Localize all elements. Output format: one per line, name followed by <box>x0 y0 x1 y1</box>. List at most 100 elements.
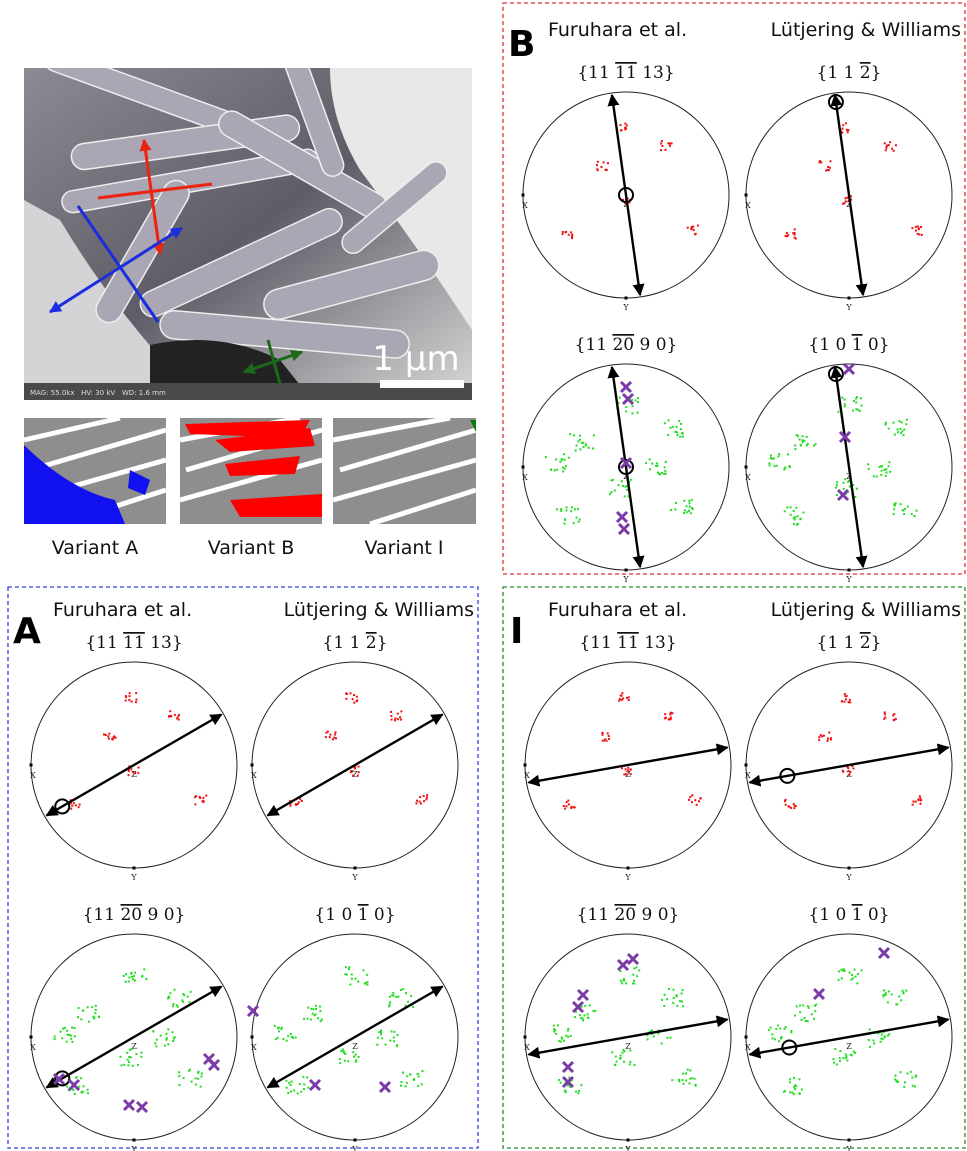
pole-ring <box>618 187 634 203</box>
pole-dot <box>847 767 850 770</box>
pole-dot <box>884 421 887 424</box>
pole-dot <box>835 486 838 489</box>
pole-dot <box>800 1088 803 1091</box>
pole-dot <box>152 1030 155 1033</box>
pole-dot <box>402 1071 405 1074</box>
axis-label: X <box>524 771 530 780</box>
pole-dot <box>667 433 670 436</box>
plane-part: 9 0} <box>142 905 185 925</box>
pole-dot <box>561 230 564 233</box>
pole-dot <box>800 444 803 447</box>
pole-dot <box>846 131 849 134</box>
pole-dot <box>844 478 847 481</box>
pole-dot <box>407 1000 410 1003</box>
panel: I Furuhara et al. Lütjering & Williams {11 … <box>502 586 966 1151</box>
pole-dot <box>560 1036 563 1039</box>
pole-dot <box>681 1005 684 1008</box>
panel-letter: I <box>510 611 523 652</box>
pole-dot <box>661 998 664 1001</box>
pole-dot <box>70 1037 73 1040</box>
pole-dot <box>853 968 856 971</box>
pole-dot <box>778 453 781 456</box>
plane-label: {11 20 9 0} <box>575 335 678 355</box>
axis-tick <box>847 296 851 300</box>
pole-dot <box>885 471 888 474</box>
pole-dot <box>400 1081 403 1084</box>
pole-dot <box>355 695 358 698</box>
pole-dot <box>404 1085 407 1088</box>
pole-dot <box>566 1029 569 1032</box>
pole-dot <box>894 502 897 505</box>
pole-dot <box>842 487 845 490</box>
pole-dot <box>124 980 127 983</box>
pole-dot <box>182 1077 185 1080</box>
pole-dot <box>392 991 395 994</box>
pole-dot <box>793 804 796 807</box>
pole-dot <box>675 994 678 997</box>
direction-arrow <box>45 985 223 1089</box>
pole-dot <box>798 438 801 441</box>
pole-dot <box>885 144 888 147</box>
pole-dot <box>683 509 686 512</box>
pole-dot <box>681 1079 684 1082</box>
pole-dot <box>675 995 678 998</box>
pole-dot <box>916 232 919 235</box>
pole-dot <box>606 162 609 165</box>
pole-dot <box>807 1006 810 1009</box>
pole-dot <box>565 805 568 808</box>
pole-cross <box>621 392 635 406</box>
pole-dot <box>409 1073 412 1076</box>
pole-dot <box>119 1055 122 1058</box>
pole-dot <box>867 463 870 466</box>
pole-dot <box>134 772 137 775</box>
pole-dot <box>578 1014 581 1017</box>
pole-dot <box>94 1004 97 1007</box>
pole-dot <box>615 1060 618 1063</box>
pole-dot <box>669 716 672 719</box>
pole-dot <box>794 237 797 240</box>
pole-dot <box>292 1036 295 1039</box>
pole-dot <box>133 979 136 982</box>
pole-dot <box>562 470 565 473</box>
pole-dot <box>175 1004 178 1007</box>
pole-dot <box>840 700 843 703</box>
pole-dot <box>320 1018 323 1021</box>
pole-cross <box>616 958 630 972</box>
pole-dot <box>851 977 854 980</box>
pole-dot <box>575 444 578 447</box>
pole-dot <box>893 713 896 716</box>
pole-dot <box>128 1048 131 1051</box>
pole-dot <box>145 977 148 980</box>
pole-dot <box>788 1081 791 1084</box>
pole-dot <box>93 1017 96 1020</box>
axis-tick <box>250 1035 254 1039</box>
pole-dot <box>571 234 574 237</box>
pole-dot <box>794 1084 797 1087</box>
pole-dot <box>828 166 831 169</box>
pole-dot <box>919 797 922 800</box>
pole-dot <box>910 513 913 516</box>
pole-dot <box>886 1001 889 1004</box>
pole-dot <box>310 1007 313 1010</box>
pole-dot <box>846 1059 849 1062</box>
pole-dot <box>619 970 622 973</box>
pole-dot <box>818 738 821 741</box>
pole-dot <box>621 1051 624 1054</box>
pole-dot <box>905 989 908 992</box>
pole-dot <box>423 800 426 803</box>
pole-dot <box>344 973 347 976</box>
plane-label: {1 1 2} <box>323 633 388 653</box>
plane-part: 2 <box>366 633 377 653</box>
pole-dot <box>672 988 675 991</box>
pole-dot <box>900 432 903 435</box>
pole-dot <box>159 1034 162 1037</box>
pole-dot <box>663 466 666 469</box>
axis-label: Y <box>845 873 852 882</box>
pole-dot <box>399 716 402 719</box>
pole-dot <box>784 803 787 806</box>
pole-dot <box>94 1012 97 1015</box>
pole-dot <box>91 1006 94 1009</box>
pole-dot <box>178 713 181 716</box>
pole-dot <box>696 224 699 227</box>
pole-dot <box>363 982 366 985</box>
